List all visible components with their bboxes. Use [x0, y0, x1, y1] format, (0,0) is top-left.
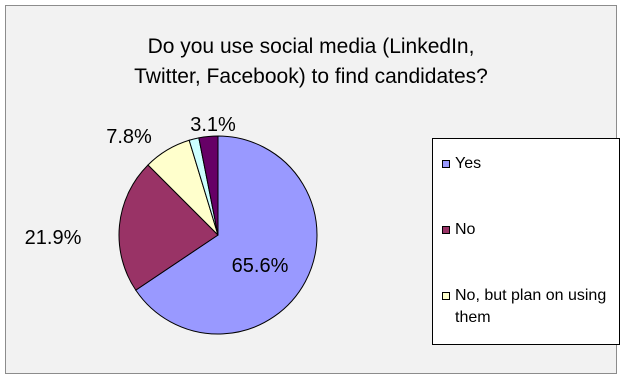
pie-slice-other [198, 135, 219, 236]
legend-label-no-but-plan: No, but plan on using them [455, 287, 607, 326]
legend: Yes No No, but plan on using them [432, 138, 620, 345]
legend-swatch-yes [442, 160, 450, 168]
data-label-no-but-plan: 7.8% [106, 126, 152, 148]
chart-title-line-2: Twitter, Facebook) to find candidates? [134, 65, 488, 88]
pie-slice-yes [135, 135, 318, 335]
data-label-other: 3.1% [190, 114, 236, 136]
chart-title-line-1: Do you use social media (LinkedIn, [147, 35, 475, 58]
pie-slice-no [118, 164, 219, 291]
data-label-no: 21.9% [25, 227, 82, 249]
legend-swatch-no [442, 226, 450, 234]
chart-title: Do you use social media (LinkedIn, Twitt… [6, 32, 616, 92]
chart-area: Do you use social media (LinkedIn, Twitt… [5, 5, 620, 374]
data-label-yes: 65.6% [232, 255, 289, 277]
pie-chart: 65.6% 21.9% 7.8% 3.1% [25, 114, 318, 335]
legend-label-yes: Yes [455, 155, 482, 172]
legend-label-no: No [455, 221, 476, 238]
legend-swatch-no-but-plan [442, 292, 450, 300]
